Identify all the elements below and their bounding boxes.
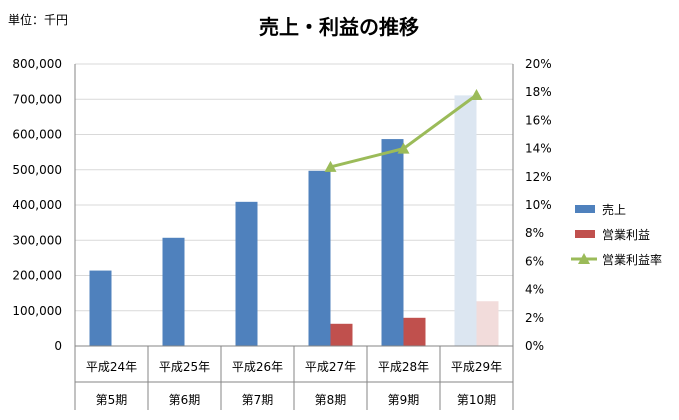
x-tick-label: 平成26年 [232, 360, 283, 374]
unit-note: 単位：千円 [8, 12, 68, 27]
bar-sales [235, 201, 258, 346]
bar-operating-profit [403, 317, 426, 346]
period-label: 第6期 [169, 393, 201, 407]
y-tick-label: 400,000 [12, 198, 62, 212]
bar-operating-profit [330, 323, 353, 346]
y2-tick-label: 2% [525, 311, 544, 325]
y2-tick-label: 20% [525, 57, 552, 71]
y2-tick-label: 12% [525, 170, 552, 184]
x-tick-label: 平成25年 [159, 360, 210, 374]
y2-tick-label: 0% [525, 339, 544, 353]
y2-tick-label: 16% [525, 113, 552, 127]
y-tick-label: 0 [54, 339, 62, 353]
y-tick-label: 600,000 [12, 128, 62, 142]
bar-sales [308, 170, 331, 346]
period-label: 第10期 [457, 393, 496, 407]
y2-tick-label: 10% [525, 198, 552, 212]
legend-swatch [575, 230, 595, 238]
gridlines [75, 63, 513, 312]
chart-title: 売上・利益の推移 [259, 15, 419, 39]
y-tick-label: 800,000 [12, 57, 62, 71]
legend-marker-triangle [578, 253, 590, 264]
period-label: 第5期 [96, 393, 128, 407]
y-tick-label: 200,000 [12, 269, 62, 283]
x-tick-label: 平成27年 [305, 360, 356, 374]
y2-tick-label: 14% [525, 142, 552, 156]
point-operating-margin [397, 142, 410, 154]
x-tick-label: 平成29年 [451, 360, 502, 374]
y-tick-label: 100,000 [12, 304, 62, 318]
bars [89, 95, 499, 346]
y2-tick-label: 18% [525, 85, 552, 99]
period-label: 第9期 [388, 393, 420, 407]
y-tick-label: 300,000 [12, 233, 62, 247]
period-label: 第7期 [242, 393, 274, 407]
legend-label: 営業利益率 [602, 252, 662, 267]
bar-sales [89, 270, 112, 346]
bar-sales [162, 237, 185, 346]
legend-label: 営業利益 [602, 228, 650, 242]
bar-sales [454, 95, 477, 346]
point-operating-margin [324, 160, 337, 172]
period-label: 第8期 [315, 393, 347, 407]
line-series [324, 89, 483, 172]
y2-tick-label: 6% [525, 254, 544, 268]
point-operating-margin [470, 89, 483, 101]
x-tick-label: 平成24年 [86, 360, 137, 374]
axes: 0 100,000 200,000 300,000 400,000 500,000 600,… [12, 57, 552, 410]
legend-label: 売上 [602, 202, 626, 217]
bar-operating-profit [476, 301, 499, 346]
y2-tick-label: 4% [525, 283, 544, 297]
bar-sales [381, 139, 404, 346]
legend-swatch [575, 205, 595, 213]
x-tick-label: 平成28年 [378, 360, 429, 374]
y-tick-label: 700,000 [12, 92, 62, 106]
y-tick-label: 500,000 [12, 163, 62, 177]
y2-tick-label: 8% [525, 226, 544, 240]
